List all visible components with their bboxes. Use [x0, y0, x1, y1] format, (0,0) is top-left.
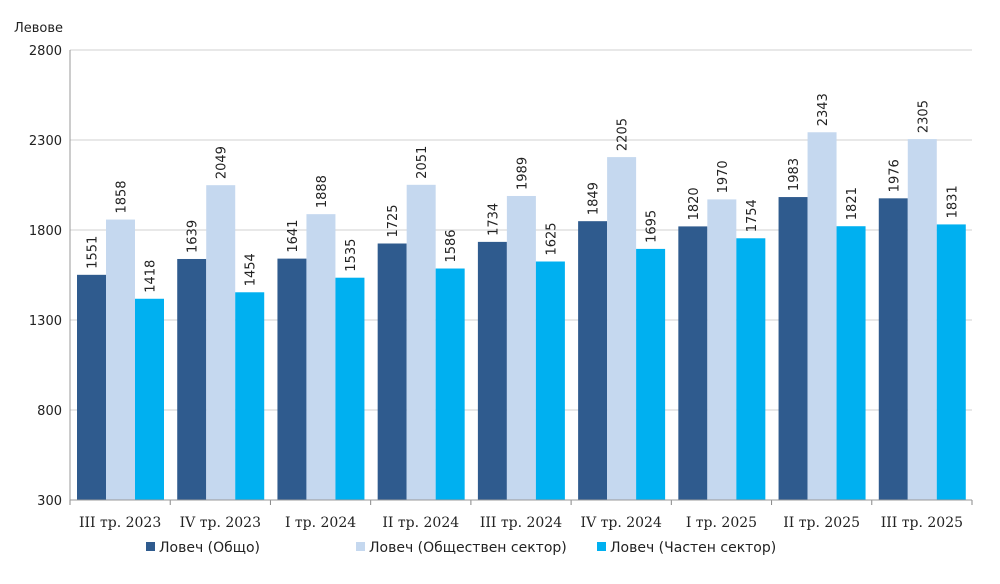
data-label: 1641: [286, 220, 301, 253]
data-label: 1535: [344, 239, 359, 272]
data-label: 2343: [816, 93, 831, 126]
data-label: 2205: [616, 118, 631, 151]
y-tick-label: 300: [37, 494, 62, 509]
data-label: 1586: [444, 229, 459, 262]
bar: [836, 226, 866, 500]
x-tick-label: II тр. 2025: [783, 515, 860, 531]
data-label: 1734: [486, 203, 501, 236]
data-label: 2051: [415, 146, 430, 179]
data-label: 1725: [386, 204, 401, 237]
data-label: 1983: [787, 158, 802, 191]
bar: [807, 132, 837, 500]
data-label: 1551: [86, 236, 101, 269]
bar: [736, 238, 766, 500]
x-tick-label: III тр. 2024: [480, 515, 562, 531]
bar: [707, 199, 737, 500]
bar: [77, 274, 106, 500]
legend-swatch: [597, 542, 606, 551]
legend-swatch: [356, 542, 365, 551]
x-tick-label: III тр. 2023: [79, 515, 161, 531]
bar: [535, 261, 565, 500]
data-label: 1754: [745, 199, 760, 232]
data-label: 2305: [916, 100, 931, 133]
bar: [578, 221, 608, 500]
data-label: 1820: [687, 187, 702, 220]
data-label: 1639: [186, 220, 201, 253]
legend-label: Ловеч (Общо): [159, 540, 260, 556]
data-label: 1695: [645, 210, 660, 243]
bar: [335, 277, 365, 500]
bar: [678, 226, 708, 500]
bar: [435, 268, 465, 500]
data-label: 1831: [945, 185, 960, 218]
data-label: 1821: [845, 187, 860, 220]
bar: [235, 292, 265, 500]
bar: [878, 198, 908, 500]
bar: [907, 139, 937, 500]
x-tick-label: IV тр. 2024: [581, 515, 662, 531]
y-tick-label: 1300: [29, 314, 62, 329]
bar: [778, 197, 808, 500]
bar: [377, 243, 407, 500]
y-tick-label: 800: [37, 404, 62, 419]
y-axis-label: Левове: [14, 21, 63, 36]
data-label: 1418: [144, 260, 159, 293]
data-label: 1625: [544, 222, 559, 255]
bar: [177, 258, 207, 500]
y-tick-label: 2800: [29, 44, 62, 59]
bar: [306, 214, 336, 500]
x-tick-label: II тр. 2024: [382, 515, 459, 531]
bar: [636, 248, 666, 500]
bar: [936, 224, 966, 501]
legend-swatch: [146, 542, 155, 551]
data-label: 2049: [215, 146, 230, 179]
bar: [477, 241, 507, 500]
data-label: 1989: [515, 157, 530, 190]
y-tick-label: 1800: [29, 224, 62, 239]
x-tick-label: I тр. 2024: [285, 515, 356, 531]
data-label: 1454: [244, 253, 259, 286]
bar: [607, 157, 637, 500]
data-label: 1970: [716, 160, 731, 193]
x-tick-label: III тр. 2025: [881, 515, 963, 531]
bar: [277, 258, 307, 500]
bar: [106, 219, 135, 500]
bar: [135, 298, 164, 500]
bar: [506, 195, 536, 501]
bar: [206, 185, 236, 500]
x-tick-label: IV тр. 2023: [180, 515, 261, 531]
data-label: 1976: [887, 159, 902, 192]
legend-label: Ловеч (Частен сектор): [610, 540, 776, 556]
data-label: 1858: [115, 180, 130, 213]
x-tick-label: I тр. 2025: [686, 515, 757, 531]
y-tick-label: 2300: [29, 134, 62, 149]
legend-label: Ловеч (Обществен сектор): [369, 540, 567, 556]
data-label: 1849: [587, 182, 602, 215]
bar: [406, 184, 436, 500]
data-label: 1888: [315, 175, 330, 208]
